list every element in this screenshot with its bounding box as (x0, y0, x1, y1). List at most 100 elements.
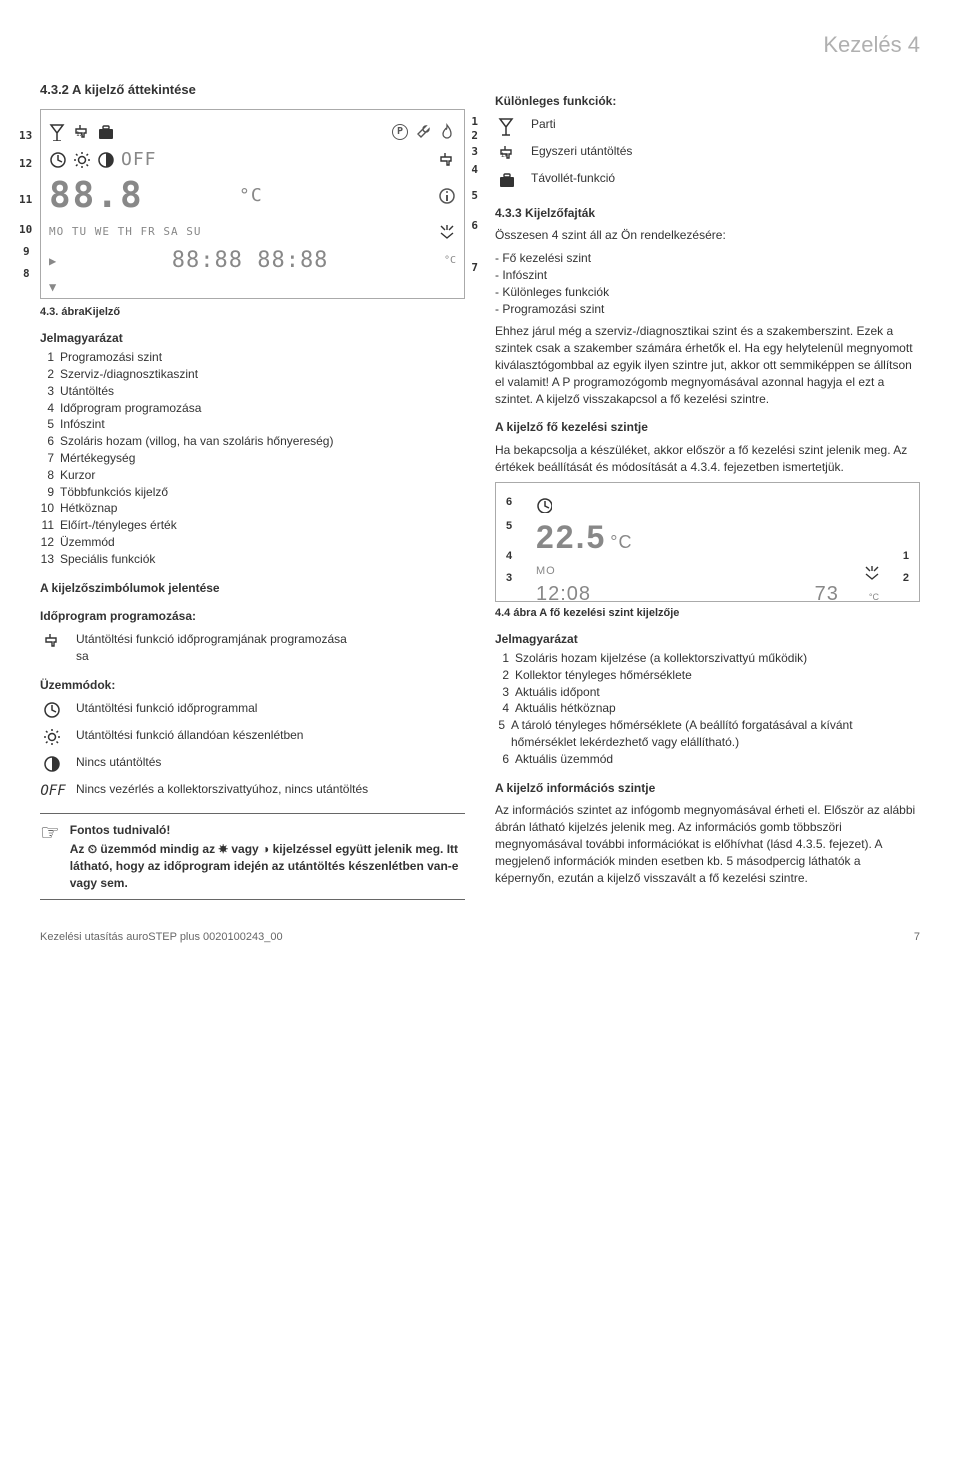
bottom-unit: °C (444, 254, 456, 268)
page-footer: Kezelési utasítás auroSTEP plus 00201002… (40, 930, 920, 945)
legend-4-4: Jelmagyarázat 1Szoláris hozam kijelzése … (495, 631, 920, 767)
legend-row: 12Üzemmód (40, 534, 465, 551)
wrench-icon (414, 123, 432, 141)
legend-row: 4Aktuális hétköznap (495, 700, 920, 717)
yield-value: 73 (815, 580, 839, 608)
notice-title: Fontos tudnivaló! (70, 822, 465, 839)
time-value: 12:08 (536, 580, 591, 608)
callout2-1: 1 (903, 549, 909, 564)
legend-row: 5Infószint (40, 416, 465, 433)
callout2-3: 3 (506, 571, 512, 586)
para1: Ehhez járul még a szerviz-/diagnosztikai… (495, 323, 920, 407)
legend-row: 3Aktuális időpont (495, 684, 920, 701)
p-prog-icon: P (392, 124, 408, 140)
callout2-5: 5 (506, 519, 512, 534)
callout-11: 11 (19, 192, 32, 207)
legend-row: 2Szerviz-/diagnosztikaszint (40, 366, 465, 383)
off-label: OFF (40, 782, 66, 802)
lcd-figure-4-4: 6 5 4 3 1 2 22.5 °C MO 12:08 73 °C (495, 482, 920, 602)
tap-icon (438, 151, 456, 169)
rays-icon (863, 564, 879, 580)
callout-7: 7 (471, 260, 478, 275)
mode4-text: Nincs vezérlés a kollektorszivattyúhoz, … (76, 781, 465, 798)
types-item: Különleges funkciók (495, 284, 920, 301)
temp-unit: °C (610, 530, 632, 555)
legend2-title: Jelmagyarázat (495, 631, 920, 648)
callout2-6: 6 (506, 495, 512, 510)
lcd-figure-4-3: 13 12 11 10 9 8 1 2 3 4 5 6 7 P (40, 109, 465, 299)
sf2-text: Egyszeri utántöltés (531, 143, 920, 160)
mode2-text: Utántöltési funkció állandóan készenlétb… (76, 727, 465, 744)
callout-13: 13 (19, 128, 32, 143)
bottom-digits: 88:88 88:88 (172, 246, 329, 277)
callout-2: 2 (471, 128, 478, 143)
legend-row: 4Időprogram programozása (40, 400, 465, 417)
types-list: Fő kezelési szintInfószintKülönleges fun… (495, 250, 920, 317)
sf1-text: Parti (531, 116, 920, 133)
callout-6: 6 (471, 218, 478, 233)
case-icon (495, 171, 521, 191)
para3: Az információs szintet az infógomb megny… (495, 802, 920, 886)
legend-row: 13Speciális funkciók (40, 551, 465, 568)
clock-icon (536, 497, 552, 513)
clock-icon (49, 151, 67, 169)
info-icon (438, 187, 456, 205)
legend-row: 3Utántöltés (40, 383, 465, 400)
info-heading: A kijelző információs szintje (495, 780, 920, 797)
legend-row: 1Programozási szint (40, 349, 465, 366)
big-digits: 88.8 (49, 171, 144, 221)
legend-row: 5A tároló tényleges hőmérséklete (A beál… (495, 717, 920, 751)
glass-icon (495, 117, 521, 137)
callout-12: 12 (19, 156, 32, 171)
special-heading: Különleges funkciók: (495, 93, 920, 110)
callout2-2: 2 (903, 571, 909, 586)
day-label: MO (536, 564, 556, 579)
weekday-row: MO TU WE TH FR SA SU (49, 224, 201, 239)
yield-unit: °C (869, 591, 879, 604)
flame-icon (438, 123, 456, 141)
half-icon (40, 755, 66, 775)
callout-8: 8 (23, 266, 30, 281)
tap-1x-icon (495, 144, 521, 164)
callout-9: 9 (23, 244, 30, 259)
callout-5: 5 (471, 188, 478, 203)
right-column: Különleges funkciók: Parti Egyszeri után… (495, 81, 920, 901)
prog-heading: Időprogram programozása: (40, 608, 465, 625)
legend-row: 10Hétköznap (40, 500, 465, 517)
sf3-text: Távollét-funkció (531, 170, 920, 187)
glass-icon (49, 123, 67, 141)
types-intro: Összesen 4 szint áll az Ön rendelkezésér… (495, 227, 920, 244)
fig-4-4-caption: 4.4 ábra A fő kezelési szint kijelzője (495, 606, 920, 621)
legend-title: Jelmagyarázat (40, 330, 465, 347)
callout-4: 4 (471, 162, 478, 177)
legend-row: 11Előírt-/tényleges érték (40, 517, 465, 534)
case-icon (97, 123, 115, 141)
main-heading: A kijelző fő kezelési szintje (495, 419, 920, 436)
fig-4-3-caption: 4.3. ábraKijelző (40, 305, 465, 320)
clock-icon (40, 701, 66, 721)
legend-4-3: Jelmagyarázat 1Programozási szint2Szervi… (40, 330, 465, 567)
legend-row: 1Szoláris hozam kijelzése (a kollektorsz… (495, 650, 920, 667)
legend-row: 9Többfunkciós kijelző (40, 484, 465, 501)
hand-icon: ☞ (40, 822, 60, 891)
legend-row: 6Szoláris hozam (villog, ha van szoláris… (40, 433, 465, 450)
types-title: 4.3.3 Kijelzőfajták (495, 205, 920, 222)
mode3-text: Nincs utántöltés (76, 754, 465, 771)
footer-right: 7 (914, 930, 920, 945)
callout2-4: 4 (506, 549, 512, 564)
off-text: OFF (121, 147, 157, 172)
footer-left: Kezelési utasítás auroSTEP plus 00201002… (40, 930, 283, 945)
prog-text: Utántöltési funkció időprogramjának prog… (76, 631, 465, 665)
tap-1x-icon (73, 123, 91, 141)
rays-icon (438, 223, 456, 241)
page-header: Kezelés 4 (40, 30, 920, 61)
notice-box: ☞ Fontos tudnivaló! Az ⏲ üzemmód mindig … (40, 813, 465, 900)
symbols-heading: A kijelzőszimbólumok jelentése (40, 580, 465, 597)
left-column: 4.3.2 A kijelző áttekintése 13 12 11 10 … (40, 81, 465, 901)
sun-icon (73, 151, 91, 169)
sun-icon (40, 728, 66, 748)
section-4-3-2-title: 4.3.2 A kijelző áttekintése (40, 81, 465, 99)
legend-row: 7Mértékegység (40, 450, 465, 467)
types-item: Fő kezelési szint (495, 250, 920, 267)
legend-row: 2Kollektor tényleges hőmérséklete (495, 667, 920, 684)
